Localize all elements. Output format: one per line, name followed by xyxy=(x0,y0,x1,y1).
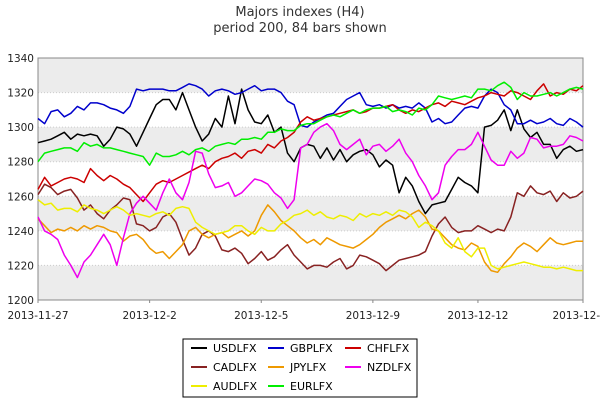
y-tick-label: 1300 xyxy=(7,122,34,134)
legend-box xyxy=(182,338,418,398)
legend-label-cadlfx: CADLFX xyxy=(213,361,257,374)
series-line-chflfx xyxy=(37,83,584,203)
legend: USDLFX GBPLFX CHFLFX CADLFX JPYLFX NZDLFX AUDL… xyxy=(182,338,418,398)
series-line-cadlfx xyxy=(37,183,584,272)
plot-frame xyxy=(37,57,584,301)
legend-label-audlfx: AUDLFX xyxy=(213,380,258,393)
series-lines xyxy=(37,81,584,279)
grid-lines xyxy=(38,57,583,301)
y-axis-ticks: 1200 1220 1240 1260 1280 1300 1320 1340 xyxy=(7,53,34,307)
x-tick-label: 2013-12-12 xyxy=(447,310,508,322)
x-tick-label: 2013-12-9 xyxy=(346,310,400,322)
x-tick-label: 2013-11-27 xyxy=(7,310,68,322)
y-tick-label: 1200 xyxy=(7,295,34,307)
series-line-usdlfx xyxy=(37,88,584,215)
x-tick-label: 2013-12-16 xyxy=(552,310,600,322)
series-line-jpylfx xyxy=(37,204,583,274)
y-tick-label: 1260 xyxy=(7,191,34,203)
background-band xyxy=(38,265,583,300)
legend-label-gbplfx: GBPLFX xyxy=(290,342,333,355)
y-tick-label: 1320 xyxy=(7,88,34,100)
y-tick-label: 1340 xyxy=(7,53,34,65)
x-axis-ticks: 2013-11-27 2013-12-2 2013-12-5 2013-12-9 201… xyxy=(7,300,600,322)
plot-background-bands xyxy=(38,58,583,300)
legend-label-jpylfx: JPYLFX xyxy=(289,361,327,374)
y-tick-label: 1280 xyxy=(7,157,34,169)
y-tick-label: 1240 xyxy=(7,226,34,238)
legend-label-chflfx: CHFLFX xyxy=(367,342,410,355)
series-line-eurlfx xyxy=(37,81,584,166)
legend-label-eurlfx: EURLFX xyxy=(290,380,333,393)
legend-label-nzdlfx: NZDLFX xyxy=(367,361,412,374)
legend-label-usdlfx: USDLFX xyxy=(213,342,257,355)
x-tick-label: 2013-12-5 xyxy=(234,310,288,322)
chart-subtitle: period 200, 84 bars shown xyxy=(213,21,387,36)
background-band xyxy=(38,58,583,93)
background-band xyxy=(38,127,583,162)
y-tick-label: 1220 xyxy=(7,260,34,272)
x-tick-label: 2013-12-2 xyxy=(122,310,176,322)
chart-title: Majors indexes (H4) xyxy=(235,5,365,20)
series-line-nzdlfx xyxy=(37,122,584,279)
series-line-audlfx xyxy=(37,199,583,272)
